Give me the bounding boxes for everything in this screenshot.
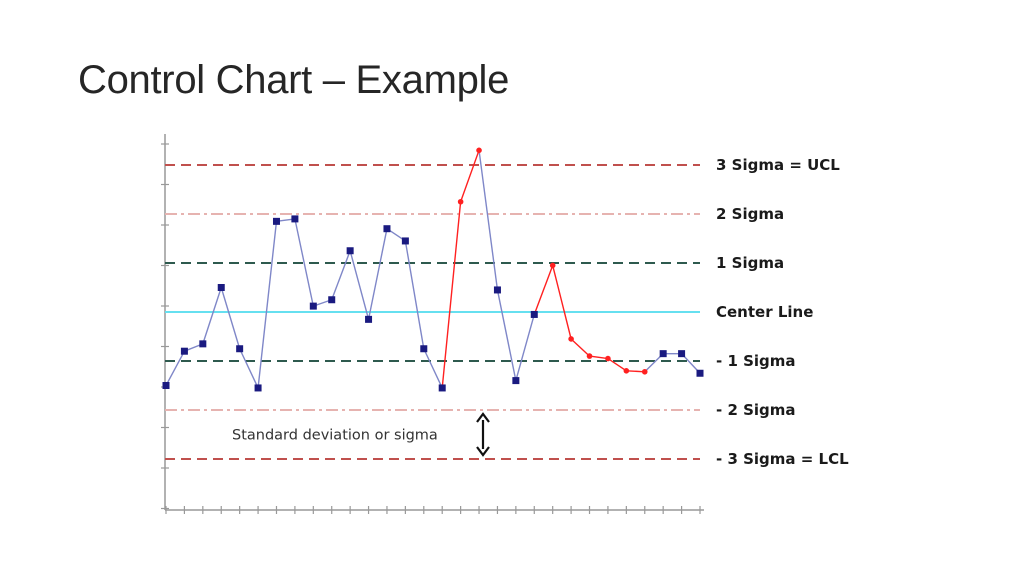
out-of-control-point xyxy=(568,336,574,342)
series-segment xyxy=(220,287,241,349)
data-point xyxy=(254,384,262,392)
data-point xyxy=(180,347,188,355)
series-segment xyxy=(294,218,314,307)
data-point xyxy=(493,286,501,294)
series-segment xyxy=(515,314,535,381)
data-point xyxy=(401,237,409,245)
control-line-label: - 1 Sigma xyxy=(716,352,796,370)
data-point xyxy=(236,345,244,353)
data-point xyxy=(678,350,686,358)
data-series xyxy=(162,147,704,392)
sigma-annotation: Standard deviation or sigma xyxy=(232,412,490,457)
control-line-label: - 3 Sigma = LCL xyxy=(716,450,849,468)
series-segment xyxy=(423,348,443,389)
series-segment xyxy=(552,265,572,340)
series-segment xyxy=(459,150,480,202)
data-point xyxy=(365,315,373,323)
out-of-control-point xyxy=(605,355,611,362)
series-segment xyxy=(404,240,425,349)
data-point xyxy=(199,340,207,348)
data-point xyxy=(696,369,704,377)
series-segment xyxy=(496,289,517,381)
out-of-control-point xyxy=(476,147,482,154)
series-segment xyxy=(533,265,554,315)
annotation-arrowhead-down xyxy=(476,446,490,457)
series-segment xyxy=(202,287,222,345)
control-line-label: Center Line xyxy=(716,303,813,321)
series-segment xyxy=(607,357,627,372)
series-segment xyxy=(331,250,351,300)
control-line-label: 2 Sigma xyxy=(716,205,784,223)
out-of-control-point xyxy=(641,368,648,375)
out-of-control-point xyxy=(549,262,556,269)
series-segment xyxy=(367,228,388,320)
data-point xyxy=(383,225,391,233)
data-point xyxy=(420,345,428,353)
control-lines: 3 Sigma = UCL 2 Sigma 1 Sigma Center Line - … xyxy=(165,156,849,468)
data-point xyxy=(272,217,280,225)
data-point xyxy=(659,350,667,358)
chart-axes xyxy=(161,134,704,514)
series-segment xyxy=(589,355,609,360)
series-segment xyxy=(349,250,370,320)
annotation-label: Standard deviation or sigma xyxy=(232,428,438,444)
control-line-label: 1 Sigma xyxy=(716,254,784,272)
series-segment xyxy=(441,201,462,389)
slide-title: Control Chart – Example xyxy=(78,58,510,102)
out-of-control-point xyxy=(623,368,630,374)
data-point xyxy=(162,382,170,389)
out-of-control-point xyxy=(457,198,464,205)
data-point xyxy=(291,215,299,223)
annotation-arrowhead-up xyxy=(476,412,490,423)
data-point xyxy=(512,377,520,385)
data-point xyxy=(328,296,336,304)
series-segment xyxy=(570,338,590,357)
series-segment xyxy=(165,350,186,386)
series-segment xyxy=(478,150,499,291)
data-point xyxy=(217,284,225,291)
control-line-label: 3 Sigma = UCL xyxy=(716,156,840,174)
out-of-control-point xyxy=(586,353,593,359)
data-point xyxy=(309,302,317,310)
series-segment xyxy=(626,370,645,373)
series-segment xyxy=(239,348,259,389)
data-point xyxy=(438,384,446,392)
data-point xyxy=(346,247,354,255)
control-line-label: - 2 Sigma xyxy=(716,401,796,419)
data-point xyxy=(530,310,538,318)
series-segment xyxy=(257,221,278,389)
